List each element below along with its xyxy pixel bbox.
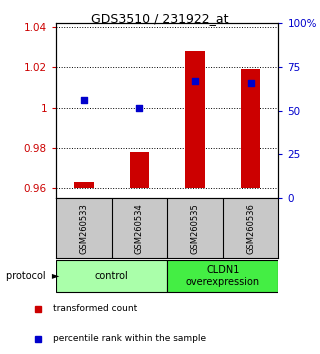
Point [192,79,197,84]
Text: CLDN1
overexpression: CLDN1 overexpression [186,265,260,287]
Text: GDS3510 / 231922_at: GDS3510 / 231922_at [91,12,229,25]
Text: protocol  ►: protocol ► [6,271,60,281]
Text: control: control [95,271,128,281]
Text: transformed count: transformed count [53,304,138,313]
Text: percentile rank within the sample: percentile rank within the sample [53,335,207,343]
Text: GSM260533: GSM260533 [79,203,88,254]
Bar [167,260,278,292]
Bar [185,51,205,188]
Text: GSM260536: GSM260536 [246,203,255,254]
Point [137,105,142,110]
Bar [241,69,260,188]
Point [81,97,86,102]
Bar [74,182,93,188]
Text: GSM260535: GSM260535 [190,203,199,254]
Point [248,81,253,86]
Bar [130,152,149,188]
Text: GSM260534: GSM260534 [135,203,144,254]
Bar [56,260,167,292]
